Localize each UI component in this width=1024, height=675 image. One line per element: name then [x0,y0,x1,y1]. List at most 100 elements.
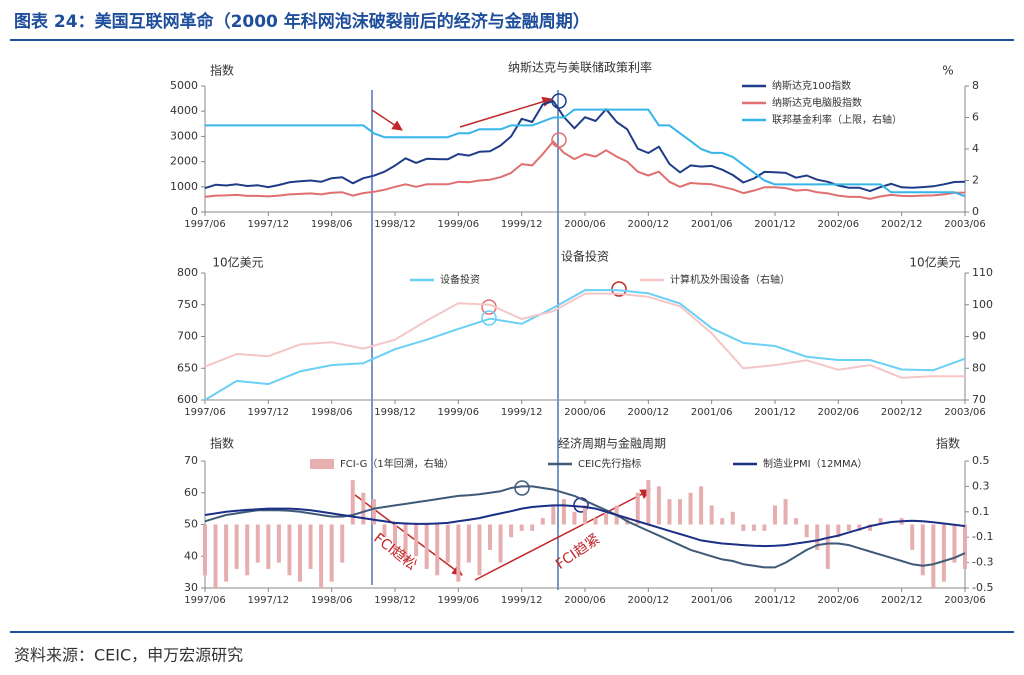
bar [678,499,682,525]
x-tick-label: 2002/06 [818,407,860,418]
bar [688,492,693,525]
bar [910,524,915,550]
bar [456,524,461,582]
x-tick-label: 2002/06 [818,219,860,230]
bar [741,524,746,531]
y-axis-label: 10亿美元 [212,255,263,270]
y2-tick-label: -0.5 [972,581,993,594]
bar [245,524,250,576]
bar [941,524,946,582]
y-axis-label: 指数 [210,436,234,451]
bar [699,486,704,525]
bar [931,524,936,588]
x-tick-label: 1999/12 [501,407,543,418]
bar [234,524,239,569]
bar [762,524,767,531]
x-tick-label: 2001/12 [754,219,796,230]
series-line [204,504,966,548]
bar [709,505,714,525]
bar [593,518,598,525]
legend-label: 纳斯达克电脑股指数 [772,96,862,109]
bar [783,499,788,525]
bar [276,524,281,563]
bar [255,524,260,563]
bar [540,518,545,525]
x-tick-label: 1997/06 [184,595,226,606]
bar [340,524,345,563]
chart-title: 纳斯达克与美联储政策利率 [508,60,652,75]
bar [361,492,366,525]
y2-tick-label: 8 [972,79,979,92]
y2-tick-label: 0.1 [972,505,990,518]
x-tick-label: 2002/12 [881,595,923,606]
bar [846,524,851,531]
source: 资料来源：CEIC，申万宏源研究 [14,646,243,665]
x-tick-label: 1999/12 [501,219,543,230]
x-tick-label: 2000/06 [564,219,606,230]
bar [224,524,229,582]
bar [477,524,482,576]
legend-swatch [310,459,334,469]
y2-tick-label: 90 [972,330,986,343]
bar [868,524,872,531]
y-tick-label: 60 [184,486,198,499]
bar [561,499,566,525]
series-line [204,140,966,200]
x-tick-label: 1999/12 [501,595,543,606]
y-axis-label: 指数 [210,63,234,78]
y2-tick-label: 70 [972,393,986,406]
bar [403,524,408,563]
x-tick-label: 1999/06 [438,595,480,606]
y2-tick-label: -0.1 [972,530,993,543]
y-tick-label: 70 [184,454,198,467]
y2-tick-label: 0 [972,205,979,218]
x-tick-label: 2001/12 [754,595,796,606]
bar [414,524,419,557]
y2-tick-label: -0.3 [972,556,993,569]
bar [213,524,218,588]
y-tick-label: 600 [177,393,198,406]
y2-axis-label: 10亿美元 [909,255,960,270]
y-tick-label: 50 [184,518,198,531]
bar [667,499,672,525]
legend-label: FCI-G（1年回溯，右轴） [340,457,454,470]
x-tick-label: 2001/06 [691,595,733,606]
y2-tick-label: 110 [972,266,993,279]
x-tick-label: 2001/06 [691,407,733,418]
series-line [204,292,965,379]
x-tick-label: 1998/12 [374,219,416,230]
x-tick-label: 2002/12 [881,219,923,230]
x-tick-label: 1997/12 [248,595,290,606]
bar [488,524,492,550]
bar [635,492,640,525]
bar [424,524,429,569]
bar [371,499,376,525]
bar [720,518,725,525]
bar [656,486,661,525]
bar [509,524,514,538]
y-tick-label: 40 [184,549,198,562]
x-tick-label: 1998/06 [311,407,353,418]
chart-title: 设备投资 [561,249,609,264]
bar [329,524,334,582]
bar [572,511,577,525]
x-tick-label: 2002/12 [881,407,923,418]
y-tick-label: 800 [177,266,198,279]
y-tick-label: 1000 [170,180,198,193]
y-tick-label: 2000 [170,155,198,168]
y-tick-label: 650 [177,361,198,374]
series-line [205,108,966,198]
bar [583,505,587,525]
y-tick-label: 0 [191,205,198,218]
legend-label: 计算机及外围设备（右轴） [670,273,790,286]
x-tick-label: 2002/06 [818,595,860,606]
page-title: 图表 24：美国互联网革命（2000 年科网泡沫破裂前后的经济与金融周期） [14,11,590,32]
x-tick-label: 1998/12 [374,407,416,418]
bar [751,524,756,531]
bar [920,524,925,576]
x-tick-label: 2000/06 [564,595,606,606]
legend-label: 纳斯达克100指数 [772,79,851,92]
bar [794,518,799,525]
chart-title: 经济周期与金融周期 [558,436,666,451]
